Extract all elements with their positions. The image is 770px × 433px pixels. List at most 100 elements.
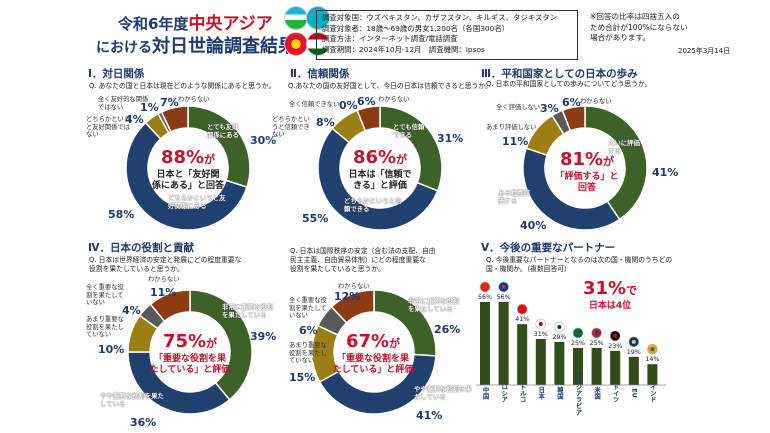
donut-1-slice-1 bbox=[125, 121, 248, 231]
d1-pct-1: 58% bbox=[108, 208, 135, 221]
d2-label-1: どちらかというと信頼できる bbox=[344, 197, 402, 213]
d4-label-0: 非常に重要な役割を果たしている bbox=[222, 303, 274, 319]
rounding-note: ※回答の比率は四捨五入の ため合計が100%にならない 場合があります。 bbox=[590, 12, 760, 44]
section-6-title: Ⅴ．今後の重要なパートナー bbox=[481, 242, 616, 254]
bar-2 bbox=[517, 324, 528, 385]
d5-pct-1: 41% bbox=[416, 409, 443, 422]
donut-4-center-line-3: たしている」と評価 bbox=[149, 365, 231, 375]
bar-7-flag-inner-icon bbox=[613, 333, 618, 338]
bar-highlight: 31%で 日本は4位 bbox=[560, 279, 660, 312]
survey-line-1: 調査対象国：ウズベキスタン、カザフスタン、キルギス、タジキスタン bbox=[322, 13, 558, 22]
d3-pct-1: 40% bbox=[520, 219, 547, 232]
donut-4-center-suffix: が bbox=[206, 337, 218, 350]
bar-5-category-label: サウジアラビア bbox=[575, 370, 582, 415]
bar-2-category-label: トルコ bbox=[519, 383, 526, 403]
d4-label-2: あまり重要な役割を果たしていない bbox=[86, 316, 124, 339]
bar-1 bbox=[498, 301, 509, 385]
donut-3-center-line-3: 回答 bbox=[577, 183, 596, 193]
d2-pct-2: 8% bbox=[316, 116, 335, 129]
d2-label-3: 全く信頼できない bbox=[289, 101, 340, 108]
bar-5-flag-icon bbox=[572, 327, 584, 339]
donut-1-center-suffix: が bbox=[204, 153, 216, 166]
d1-label-1: どちらかというと友好関係にある bbox=[168, 194, 226, 210]
section-2-title: Ⅱ．信頼関係 bbox=[290, 68, 350, 80]
d3-label-0: 大いに評価する bbox=[608, 139, 640, 155]
donut-3-center: 81%が 「評価する」と 回答 bbox=[537, 150, 637, 194]
section-5-question-line-2: 民主主義、自由貿易体制）にどの程度重要な bbox=[290, 256, 426, 264]
survey-line-2: 調査対象者：18歳～69歳の男女1,200名（各国300名） bbox=[322, 23, 510, 33]
donut-2-center-pct: 86% bbox=[352, 147, 397, 168]
bar-9-value-label: 14% bbox=[645, 356, 659, 363]
donut-4-center-line-2: 「重要な役割を果 bbox=[153, 354, 226, 364]
d2-pct-4: 6% bbox=[357, 95, 376, 108]
section-2-question: Q.あなたの国の友好国として、今日の日本は信頼できると思うか。 bbox=[288, 82, 492, 90]
bar-3-category-label: 日本 bbox=[537, 386, 545, 400]
bar-8-value-label: 19% bbox=[627, 349, 641, 356]
section-3-question: Q. 日本の平和国家としての歩みについてどう思うか。 bbox=[486, 80, 652, 88]
d2-label-2: どちらかというと信頼できない bbox=[272, 116, 310, 139]
section-5-question-line-3: 役割を果たしていると思うか。 bbox=[290, 265, 385, 273]
d1-label-4: わからない bbox=[178, 96, 210, 103]
d5-pct-0: 26% bbox=[434, 323, 461, 336]
note-line-3: 場合があります。 bbox=[590, 33, 650, 42]
title-prefix-2: における bbox=[96, 40, 152, 56]
d4-pct-1: 36% bbox=[130, 416, 157, 429]
title-prefix-1: 令和6年度 bbox=[118, 15, 189, 33]
d5-label-4: わからない bbox=[338, 283, 370, 290]
donut-3-slice-0 bbox=[584, 105, 648, 221]
section-4-question: Q. 日本は世界経済の安定と発展にどの程度重要な 役割を果たしていると思うか。 bbox=[89, 256, 241, 274]
bar-1-value-label: 56% bbox=[497, 294, 511, 301]
bar-6-category-label: 米国 bbox=[593, 385, 600, 400]
bar-9 bbox=[647, 364, 658, 385]
bar-2-value-label: 41% bbox=[515, 316, 529, 323]
d2-pct-3: 0% bbox=[339, 99, 358, 112]
bar-1-flag-inner-icon bbox=[501, 284, 506, 289]
donut-5-center-pct: 67% bbox=[345, 331, 390, 352]
title-line-1: 令和6年度中央アジア bbox=[118, 9, 273, 34]
bar-9-category-label: インド bbox=[649, 383, 656, 403]
d5-label-2: あまり重要な役割を果たしていない bbox=[289, 342, 327, 365]
d3-pct-2: 11% bbox=[502, 135, 529, 148]
donut-4-slice-0 bbox=[189, 289, 253, 401]
bar-4-category-label: 韓国 bbox=[556, 385, 563, 400]
d1-pct-2: 4% bbox=[125, 113, 144, 126]
donut-4-slice-4 bbox=[149, 289, 191, 323]
section-4-question-line-1: Q. 日本は世界経済の安定と発展にどの程度重要な bbox=[89, 256, 242, 264]
d1-label-0: とても友好関係にある bbox=[207, 123, 239, 139]
section-5-question: Q. 日本は国際秩序の安定（含む法の支配、自由 民主主義、自由貿易体制）にどの程… bbox=[290, 247, 436, 274]
d3-label-4: わからない bbox=[580, 98, 612, 105]
donut-2-slice-1 bbox=[317, 127, 439, 231]
bar-highlight-pct: 31% bbox=[582, 278, 627, 299]
d5-pct-4: 12% bbox=[334, 290, 361, 303]
bar-4-flag-inner-icon bbox=[557, 324, 562, 329]
donut-5-slice-4 bbox=[330, 289, 375, 324]
bar-8-flag-inner-icon bbox=[631, 339, 636, 344]
section-4-question-line-2: 役割を果たしていると思うか。 bbox=[89, 265, 184, 273]
section-1-question: Q. あなたの国と日本は現在どのような関係にあると思うか。 bbox=[89, 82, 276, 90]
d3-label-2: あまり評価しない bbox=[486, 124, 537, 131]
publish-date: 2025年3月14日 bbox=[678, 47, 731, 55]
bar-7-value-label: 23% bbox=[608, 343, 622, 350]
tajikistan-flag-icon bbox=[306, 32, 330, 56]
bar-9-flag-inner-icon bbox=[650, 347, 655, 352]
bar-8 bbox=[628, 356, 639, 385]
bar-7 bbox=[610, 350, 621, 385]
d4-label-3: 全く重要な役割を果たしていない bbox=[86, 284, 124, 307]
donut-3-slice-4 bbox=[561, 105, 586, 132]
donut-1-center-pct: 88% bbox=[160, 147, 205, 168]
survey-line-4: 調査期間：2024年10月-12月 調査機関：Ipsos bbox=[322, 44, 485, 54]
donut-4-center: 75%が 「重要な役割を果 たしている」と評価 bbox=[140, 332, 240, 376]
d2-label-4: わからない bbox=[378, 96, 410, 103]
d5-label-3: 全く重要な役割を果たしていない bbox=[289, 297, 327, 320]
donut-2-center-suffix: が bbox=[396, 153, 408, 166]
d3-pct-0: 41% bbox=[652, 166, 679, 179]
donut-3-slice-1 bbox=[522, 147, 621, 231]
donut-3-center-suffix: が bbox=[603, 155, 615, 168]
d5-pct-2: 15% bbox=[289, 371, 316, 384]
bar-5-value-label: 25% bbox=[571, 340, 585, 347]
d5-pct-3: 6% bbox=[299, 324, 318, 337]
d3-pct-4: 6% bbox=[562, 96, 581, 109]
d1-pct-3: 1% bbox=[140, 101, 159, 114]
d5-label-1: やや重要な役割を果たしている bbox=[414, 385, 472, 401]
